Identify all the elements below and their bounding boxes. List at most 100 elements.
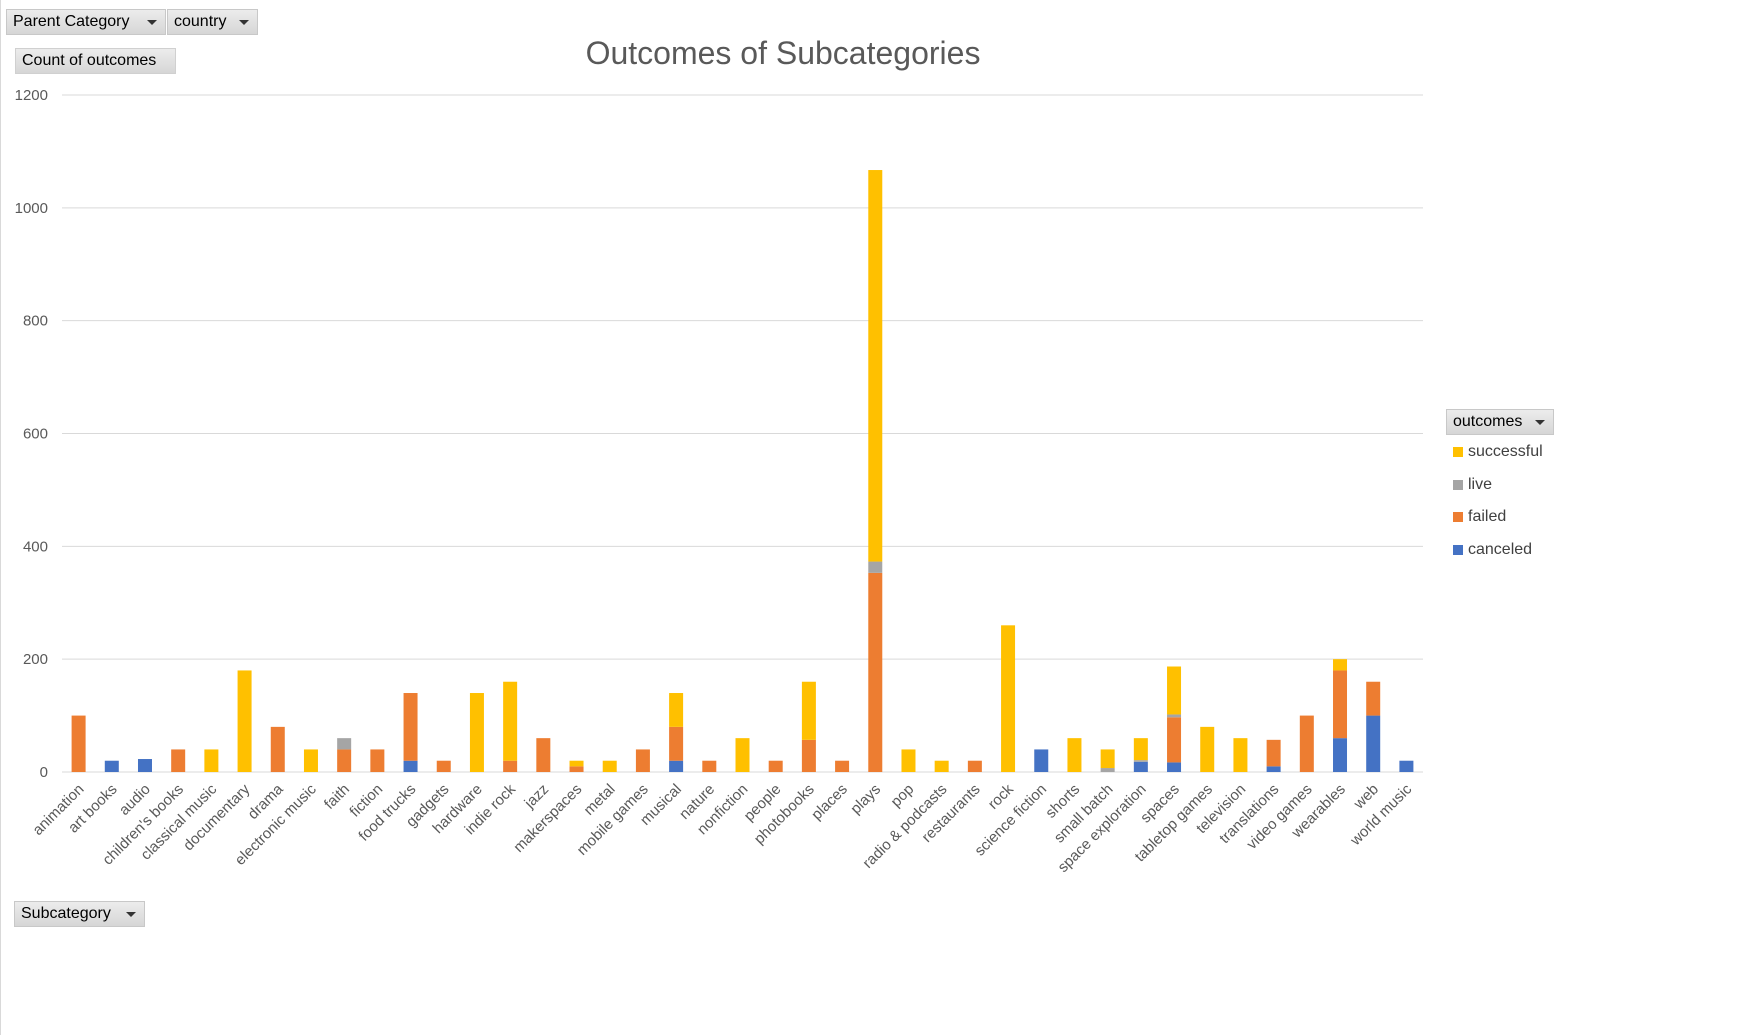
legend-item-successful: successful xyxy=(1453,441,1543,463)
country-filter-button[interactable]: country xyxy=(167,9,258,35)
bar-segment-failed xyxy=(768,760,783,772)
bar-segment-successful xyxy=(669,693,684,727)
bar-segment-successful xyxy=(204,749,219,772)
bar-segment-live xyxy=(1167,714,1182,718)
bar-segment-canceled xyxy=(1167,762,1182,772)
legend-label: failed xyxy=(1468,508,1507,525)
bar-segment-failed xyxy=(270,726,285,772)
y-tick-label: 600 xyxy=(23,426,48,443)
chevron-down-icon[interactable] xyxy=(147,20,157,25)
bar-segment-failed xyxy=(1266,739,1281,767)
bar-segment-successful xyxy=(503,681,518,761)
bar-segment-failed xyxy=(536,738,551,772)
bars xyxy=(71,170,1414,772)
bar-segment-successful xyxy=(901,749,916,772)
bar-segment-canceled xyxy=(1366,715,1381,772)
bar-segment-successful xyxy=(1167,666,1182,715)
gridlines xyxy=(62,94,1423,773)
bar-segment-successful xyxy=(1333,659,1348,671)
bar-segment-canceled xyxy=(1034,749,1049,772)
legend-label: live xyxy=(1468,475,1493,493)
x-tick-label: world music xyxy=(1347,780,1416,849)
bar-segment-successful xyxy=(868,170,883,562)
legend-item-canceled: canceled xyxy=(1453,539,1532,561)
y-tick-label: 1200 xyxy=(15,87,48,104)
bar-segment-failed xyxy=(436,760,451,772)
bar-segment-successful xyxy=(934,760,949,772)
bar-segment-failed xyxy=(569,766,584,772)
legend-item-failed: failed xyxy=(1453,506,1506,528)
chevron-down-icon[interactable] xyxy=(239,20,249,25)
chevron-down-icon[interactable] xyxy=(126,912,136,917)
bar-segment-successful xyxy=(1001,625,1016,772)
bar-segment-canceled xyxy=(1399,760,1414,772)
legend-label: successful xyxy=(1468,443,1543,460)
bar-segment-failed xyxy=(669,726,684,761)
chart-title: Outcomes of Subcategories xyxy=(586,35,981,71)
legend-label: canceled xyxy=(1468,540,1533,558)
bar-segment-failed xyxy=(801,739,816,772)
outcomes-legend-filter-label: outcomes xyxy=(1453,413,1523,430)
y-axis-tick-labels: 0 200 400 600 800 1000 1200 xyxy=(15,87,48,781)
bar-segment-live xyxy=(868,561,883,573)
y-tick-label: 200 xyxy=(23,651,48,668)
bar-segment-failed xyxy=(1167,717,1182,763)
x-tick-label: plays xyxy=(847,781,884,818)
subcategory-axis-button[interactable]: Subcategory xyxy=(14,901,145,927)
bar-segment-failed xyxy=(702,760,717,772)
parent-category-filter-label: Parent Category xyxy=(13,13,130,30)
sheet-left-border xyxy=(0,0,1,1035)
bar-segment-failed xyxy=(370,749,385,772)
bar-segment-successful xyxy=(237,670,252,772)
bar-segment-failed xyxy=(1366,681,1381,716)
bar-segment-canceled xyxy=(403,760,418,772)
bar-segment-failed xyxy=(868,572,883,772)
bar-segment-successful xyxy=(1200,726,1215,772)
bar-segment-successful xyxy=(735,738,750,772)
bar-segment-successful xyxy=(1133,738,1148,761)
bar-segment-successful xyxy=(602,760,617,772)
bar-segment-successful xyxy=(1100,749,1115,769)
legend-item-live: live xyxy=(1453,474,1492,496)
bar-segment-canceled xyxy=(104,760,119,772)
bar-segment-live xyxy=(337,738,352,750)
legend-swatch xyxy=(1453,544,1463,555)
bar-segment-failed xyxy=(835,760,850,772)
bar-segment-failed xyxy=(403,693,418,761)
values-field-label: Count of outcomes xyxy=(22,52,157,69)
parent-category-filter-button[interactable]: Parent Category xyxy=(6,9,166,35)
bar-segment-successful xyxy=(469,693,484,772)
bar-segment-canceled xyxy=(669,760,684,772)
bar-segment-failed xyxy=(337,749,352,772)
legend-swatch xyxy=(1453,479,1463,490)
bar-segment-canceled xyxy=(1266,766,1281,772)
y-tick-label: 0 xyxy=(40,764,48,781)
bar-segment-failed xyxy=(967,760,982,772)
subcategory-axis-label: Subcategory xyxy=(21,905,111,922)
bar-segment-failed xyxy=(171,749,186,772)
bar-segment-successful xyxy=(303,749,318,772)
bar-segment-live xyxy=(1133,760,1148,762)
bar-segment-live xyxy=(1100,768,1115,772)
bar-segment-failed xyxy=(503,760,518,772)
bar-segment-failed xyxy=(71,715,86,772)
country-filter-label: country xyxy=(174,13,227,30)
bar-segment-failed xyxy=(1333,670,1348,739)
y-tick-label: 1000 xyxy=(15,200,48,217)
y-tick-label: 800 xyxy=(23,313,48,330)
values-field-button[interactable]: Count of outcomes xyxy=(15,48,176,74)
legend-swatch xyxy=(1453,447,1463,457)
bar-segment-failed xyxy=(1299,715,1314,772)
bar-segment-successful xyxy=(569,760,584,767)
x-tick-label: places xyxy=(808,781,851,824)
bar-segment-successful xyxy=(1233,738,1248,772)
y-tick-label: 400 xyxy=(23,538,48,555)
outcomes-legend-filter-button[interactable]: outcomes xyxy=(1446,409,1554,435)
legend-swatch xyxy=(1453,512,1463,522)
bar-segment-failed xyxy=(635,749,650,772)
bar-segment-canceled xyxy=(137,759,152,772)
chevron-down-icon[interactable] xyxy=(1535,420,1545,425)
bar-segment-successful xyxy=(1067,738,1082,772)
